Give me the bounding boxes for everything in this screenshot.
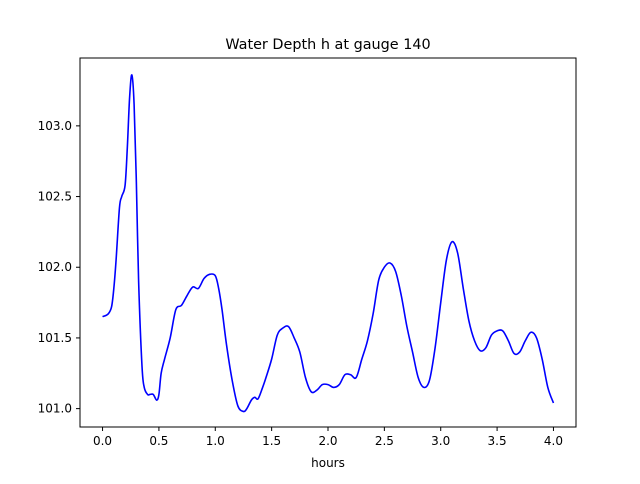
x-tick-label: 0.5	[149, 434, 168, 448]
x-tick-label: 1.0	[206, 434, 225, 448]
y-tick-label: 101.0	[38, 402, 72, 416]
x-tick-label: 3.5	[488, 434, 507, 448]
series-line	[102, 74, 555, 413]
y-axis-ticks: 101.0 101.5 102.0 102.5 103.0	[38, 119, 80, 416]
x-axis-label: hours	[311, 456, 345, 470]
x-tick-label: 0.0	[93, 434, 112, 448]
x-axis-ticks: 0.0 0.5 1.0 1.5 2.0 2.5 3.0 3.5 4.0	[93, 427, 563, 448]
chart-title: Water Depth h at gauge 140	[225, 37, 430, 53]
y-tick-label: 102.5	[38, 190, 72, 204]
y-tick-label: 103.0	[38, 119, 72, 133]
x-tick-label: 3.0	[431, 434, 450, 448]
axes-frame	[79, 57, 577, 428]
y-tick-label: 101.5	[38, 331, 72, 345]
x-tick-label: 2.0	[318, 434, 337, 448]
y-tick-label: 102.0	[38, 260, 72, 274]
x-tick-label: 4.0	[544, 434, 563, 448]
x-tick-label: 2.5	[375, 434, 394, 448]
x-tick-label: 1.5	[262, 434, 281, 448]
series-layer	[102, 74, 555, 413]
